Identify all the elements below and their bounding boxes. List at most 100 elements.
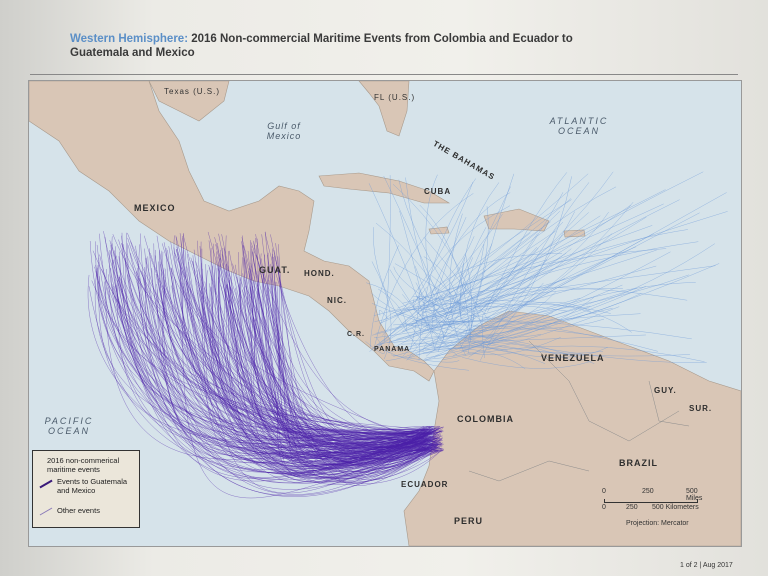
- route-line: [470, 192, 727, 338]
- scale-km-250: 250: [626, 504, 638, 511]
- route-line: [437, 186, 511, 353]
- border-line: [648, 380, 690, 427]
- route-line: [180, 236, 434, 435]
- label-florida: FL (U.S.): [374, 93, 416, 102]
- route-line: [402, 257, 465, 357]
- route-line: [477, 171, 614, 308]
- route-line: [485, 233, 654, 325]
- route-line: [365, 337, 385, 354]
- route-line: [372, 227, 418, 347]
- route-line: [268, 279, 426, 468]
- land-florida: [358, 81, 410, 137]
- route-line: [109, 250, 430, 444]
- route-line: [396, 278, 566, 340]
- guatemala-mexico-routes: [87, 231, 445, 499]
- route-line: [366, 282, 422, 332]
- route-line: [441, 229, 688, 309]
- route-line: [115, 255, 439, 473]
- route-line: [114, 283, 444, 476]
- label-panama: PANAMA: [374, 346, 411, 353]
- legend-swatch-purple: [39, 479, 53, 489]
- route-line: [415, 286, 646, 355]
- route-line: [399, 236, 475, 315]
- route-line: [487, 176, 572, 348]
- route-line: [459, 182, 500, 320]
- route-line: [245, 259, 442, 444]
- scale-mi-0: 0: [602, 488, 606, 495]
- route-line: [377, 288, 407, 331]
- route-line: [480, 211, 576, 346]
- route-line: [130, 241, 444, 452]
- route-line: [162, 277, 432, 460]
- route-line: [260, 272, 442, 478]
- route-line: [419, 308, 658, 352]
- route-line: [464, 340, 609, 358]
- land-us-texas: [148, 81, 230, 122]
- route-line: [433, 227, 487, 350]
- route-line: [464, 313, 641, 331]
- legend-heading: 2016 non-commerical maritime events: [47, 456, 120, 474]
- scale-km-500: 500 Kilometers: [652, 504, 699, 511]
- route-line: [391, 354, 460, 363]
- route-line: [144, 248, 442, 490]
- route-line: [449, 213, 466, 356]
- route-line: [433, 288, 638, 358]
- route-line: [387, 265, 657, 343]
- route-line: [369, 245, 399, 348]
- route-line: [422, 325, 604, 354]
- route-line: [374, 286, 428, 322]
- route-line: [402, 294, 447, 345]
- label-texas: Texas (U.S.): [164, 87, 221, 96]
- route-line: [421, 211, 561, 311]
- land-cuba: [318, 172, 451, 204]
- route-line: [243, 257, 428, 449]
- route-line: [223, 279, 433, 463]
- route-line: [423, 306, 620, 360]
- route-line: [144, 235, 430, 454]
- route-line: [462, 357, 592, 369]
- route-line: [139, 278, 430, 474]
- route-line: [176, 246, 441, 470]
- label-gulf-of-mexico: Gulf of Mexico: [266, 121, 302, 141]
- route-line: [406, 232, 531, 361]
- route-line: [407, 346, 546, 364]
- route-line: [472, 318, 605, 330]
- label-colombia: COLOMBIA: [457, 414, 514, 424]
- route-line: [385, 321, 466, 361]
- route-line: [112, 284, 440, 457]
- scale-bar: 0 250 500 Miles 0 250 500 Kilometers Pro…: [600, 488, 710, 527]
- land: [29, 81, 741, 546]
- route-line: [413, 205, 511, 306]
- route-line: [145, 258, 443, 455]
- label-mexico: MEXICO: [134, 203, 176, 213]
- route-line: [441, 263, 464, 327]
- route-line: [242, 235, 429, 444]
- route-line: [89, 241, 426, 458]
- route-line: [239, 257, 425, 446]
- route-line: [460, 215, 601, 320]
- route-line: [369, 213, 503, 352]
- route-line: [228, 282, 432, 436]
- route-line: [448, 212, 589, 312]
- route-line: [253, 284, 431, 437]
- route-line: [171, 267, 425, 475]
- route-line: [147, 256, 437, 449]
- route-line: [462, 337, 561, 356]
- label-ecuador: ECUADOR: [401, 480, 449, 489]
- map-canvas: [29, 81, 741, 546]
- border-line: [528, 340, 680, 442]
- route-line: [425, 296, 595, 350]
- route-line: [481, 313, 487, 359]
- route-line: [384, 175, 391, 342]
- route-line: [419, 204, 471, 342]
- route-line: [401, 334, 646, 345]
- route-line: [218, 233, 439, 451]
- route-line: [423, 236, 490, 321]
- route-line: [274, 281, 428, 472]
- route-line: [425, 201, 634, 361]
- route-line: [393, 345, 508, 357]
- route-line: [109, 240, 428, 434]
- legend: 2016 non-commerical maritime events Even…: [32, 450, 140, 528]
- route-line: [223, 286, 430, 458]
